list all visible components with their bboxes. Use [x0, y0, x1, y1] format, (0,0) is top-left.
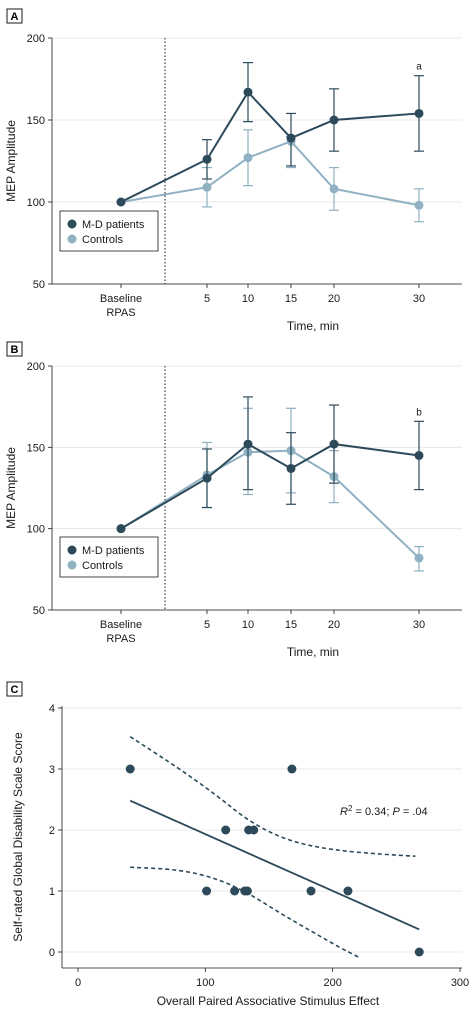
x-tick-label: RPAS [106, 633, 135, 645]
panel-label-box [6, 681, 23, 697]
y-tick-label: 100 [27, 197, 45, 209]
series-line [120, 449, 420, 559]
data-point [221, 825, 231, 835]
legend-marker [67, 545, 77, 555]
x-axis-title: Overall Paired Associative Stimulus Effe… [157, 994, 380, 1008]
data-point [202, 886, 212, 896]
legend-marker [67, 560, 77, 570]
x-axis-title: Time, min [287, 319, 339, 333]
y-tick-label: 3 [49, 764, 55, 776]
data-point [125, 764, 135, 774]
data-point [116, 197, 126, 207]
data-point [286, 133, 296, 143]
series-m-d-patients [116, 61, 424, 207]
y-tick-label: 100 [27, 524, 45, 536]
data-point [329, 184, 339, 194]
legend-box [59, 536, 159, 578]
y-tick-label: 200 [27, 33, 45, 45]
legend-label: Controls [82, 560, 123, 572]
series-line [120, 140, 420, 207]
legend-label: M-D patients [82, 545, 145, 557]
y-tick-label: 1 [49, 886, 55, 898]
y-tick-label: 4 [49, 703, 55, 715]
data-point [414, 108, 424, 118]
data-point [242, 886, 252, 896]
x-tick-label: 0 [75, 977, 81, 989]
data-point [286, 463, 296, 473]
x-tick-label: 30 [413, 619, 425, 631]
data-point [329, 115, 339, 125]
data-point [414, 553, 424, 563]
panel-label: C [11, 684, 19, 696]
y-tick-label: 2 [49, 825, 55, 837]
legend-marker [67, 234, 77, 244]
y-tick-label: 50 [33, 279, 45, 291]
data-point [306, 886, 316, 896]
confidence-band-lower [130, 866, 359, 958]
x-tick-label: 5 [204, 619, 210, 631]
x-tick-label: 300 [451, 977, 469, 989]
y-tick-label: 150 [27, 115, 45, 127]
series-line [120, 442, 420, 530]
data-point [249, 825, 259, 835]
x-tick-label: Baseline [100, 619, 142, 631]
y-tick-label: 200 [27, 361, 45, 373]
panel-label-box [6, 8, 23, 24]
panel-C: C 0 1 2 3 4 0 100 200 300 Overall Paired Associati… [6, 681, 469, 1008]
x-axis-title: Time, min [287, 645, 339, 659]
data-point [329, 439, 339, 449]
y-tick-label: 50 [33, 605, 45, 617]
x-tick-label: 5 [204, 293, 210, 305]
series-m-d-patients [116, 396, 424, 534]
x-tick-label: RPAS [106, 307, 135, 319]
data-point [243, 153, 253, 163]
x-tick-label: 20 [328, 293, 340, 305]
x-tick-label: Baseline [100, 293, 142, 305]
y-tick-label: 150 [27, 442, 45, 454]
x-tick-label: 200 [323, 977, 341, 989]
data-point [202, 154, 212, 164]
data-point [414, 450, 424, 460]
data-point [243, 439, 253, 449]
data-point [202, 473, 212, 483]
x-tick-label: 20 [328, 619, 340, 631]
panel-A: A 50 100 150 200 Baseline RPAS 5 10 15 20 30 Time, m… [4, 8, 462, 333]
panel-B: B 50 100 150 200 Baseline RPAS 5 10 15 20 30 Time, m… [4, 341, 462, 659]
legend-box [59, 210, 159, 252]
x-tick-label: 10 [242, 619, 254, 631]
y-axis-title: MEP Amplitude [4, 447, 18, 529]
series-controls [116, 407, 424, 572]
panel-label-box [6, 341, 23, 357]
panel-label: A [11, 11, 19, 23]
y-tick-label: 0 [49, 947, 55, 959]
significance-annotation: b [416, 407, 422, 418]
data-point [116, 524, 126, 534]
data-point [414, 947, 424, 957]
x-tick-label: 15 [285, 619, 297, 631]
x-tick-label: 30 [413, 293, 425, 305]
confidence-band-upper [129, 735, 416, 858]
y-axis-title: Self-rated Global Disability Scale Score [11, 732, 25, 942]
data-point [343, 886, 353, 896]
data-point [202, 182, 212, 192]
series-controls [116, 129, 424, 223]
data-point [414, 200, 424, 210]
x-tick-label: 10 [242, 293, 254, 305]
significance-annotation: a [416, 62, 422, 73]
data-point [287, 764, 297, 774]
series-line [120, 90, 420, 203]
legend-label: M-D patients [82, 219, 145, 231]
regression-line [129, 799, 420, 931]
x-tick-label: 100 [196, 977, 214, 989]
legend-label: Controls [82, 234, 123, 246]
data-point [243, 87, 253, 97]
y-axis-title: MEP Amplitude [4, 120, 18, 202]
x-tick-label: 15 [285, 293, 297, 305]
legend-marker [67, 219, 77, 229]
panel-label: B [11, 344, 19, 356]
data-point [230, 886, 240, 896]
stats-annotation: R2 = 0.34; P = .04 [340, 804, 428, 819]
